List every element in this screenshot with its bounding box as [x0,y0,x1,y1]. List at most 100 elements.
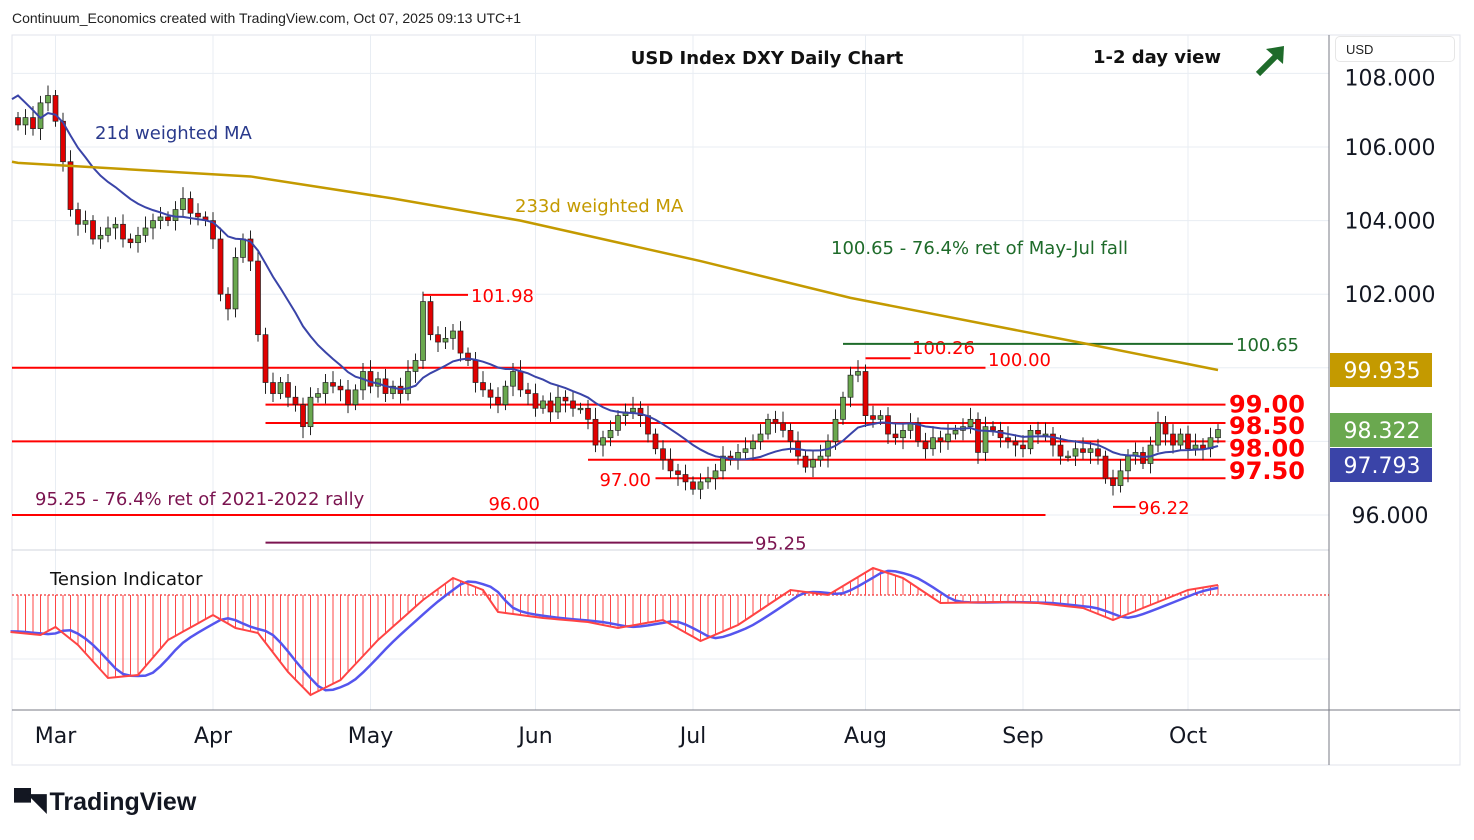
level-label-95.25: 95.25 [755,534,807,555]
candle-body [532,393,539,409]
time-tick-label-Aug: Aug [844,724,887,749]
candle-body [675,470,681,475]
candle-body [817,455,824,461]
price-tag-ma21 [1330,448,1432,482]
candle-body [352,389,359,405]
candle-body [165,216,171,221]
candle-body [367,371,374,387]
candle-body [570,400,576,409]
candle-body [585,407,591,420]
level-label-97.50: 97.50 [1229,457,1305,485]
view-label: 1-2 day view [1093,47,1221,68]
fib-annotation-purple: 95.25 - 76.4% ret of 2021-2022 rally [35,489,365,510]
candle-body [967,418,974,428]
candle-body [502,385,509,405]
candle-body [120,223,126,240]
fib-annotation-green: 100.65 - 76.4% ret of May-Jul fall [831,238,1128,259]
price-tick-label: 96.000 [1352,504,1429,529]
candle-body [682,474,689,483]
candle-body [1170,433,1176,446]
candle-body [45,95,51,104]
candle-body [787,430,794,442]
candle-body [112,223,119,229]
candle-body [142,227,149,236]
candle-body [405,371,411,394]
candle-body [67,161,74,210]
level-label-101.98: 101.98 [471,286,534,307]
candle-body [847,374,854,398]
level-label-96.22: 96.22 [1138,498,1190,519]
candle-body [1035,430,1041,435]
candle-body [1117,470,1124,486]
time-tick-label-Apr: Apr [194,724,233,749]
candle-body [997,430,1004,439]
ma21-line [11,94,1219,461]
ma233-line [11,160,1219,372]
candle-body [990,426,996,431]
candle-body [630,407,636,413]
candle-body [870,415,876,420]
level-label-96.00: 96.00 [488,494,540,515]
candle-body [1147,444,1154,464]
candle-body [277,382,284,394]
candle-body [1020,444,1026,450]
time-tick-label-Jun: Jun [516,724,552,749]
level-label-97.00: 97.00 [599,470,651,491]
candle-body [255,260,261,336]
price-tag-label-close: 98.322 [1344,419,1421,444]
candle-body [772,418,779,424]
chart-frame [11,34,1461,766]
candle-body [667,459,674,472]
time-tick-label-Mar: Mar [35,724,77,749]
candle-body [577,407,584,411]
candle-body [525,389,531,394]
candle-body [637,407,644,416]
candle-body [210,220,216,240]
currency-button[interactable]: USD [1335,36,1455,62]
candle-body [307,396,314,428]
candle-body [615,415,621,431]
candle-body [885,415,891,435]
candle-body [750,441,756,450]
candle-body [420,301,426,361]
candle-body [592,418,599,446]
candle-body [652,433,659,450]
candle-body [262,334,269,383]
candle-body [390,385,396,394]
candle-body [225,293,231,310]
tradingview-logo[interactable]: ▀◥ TradingView [14,788,196,817]
candle-body [840,396,846,420]
candle-body [660,448,666,461]
candle-body [690,481,696,490]
candle-body [1012,441,1019,446]
candle-body [547,400,554,413]
price-tag-label-ma233: 99.935 [1344,359,1421,384]
chart-title: USD Index DXY Daily Chart [631,48,904,69]
candle-body [427,301,434,336]
level-label-99.00: 99.00 [1229,391,1305,419]
candle-body [247,238,254,262]
candle-body [562,396,569,402]
candle-body [975,418,981,453]
candle-body [82,220,89,225]
candle-body [765,418,771,435]
price-tag-close [1330,413,1432,447]
candle-body [292,396,299,405]
candle-body [157,216,164,221]
candle-body [52,95,59,122]
price-tick-label: 104.000 [1345,210,1436,235]
candle-body [30,117,36,129]
candle-body [862,371,869,416]
candle-body [1057,444,1064,457]
candle-body [465,352,471,361]
price-tag-label-ma21: 97.793 [1344,454,1421,479]
level-label-98.50: 98.50 [1229,412,1305,440]
candle-body [1005,437,1011,442]
candle-body [22,117,29,126]
candle-body [540,400,546,409]
candle-body [240,238,246,258]
candle-body [315,393,321,398]
candle-body [345,389,351,405]
